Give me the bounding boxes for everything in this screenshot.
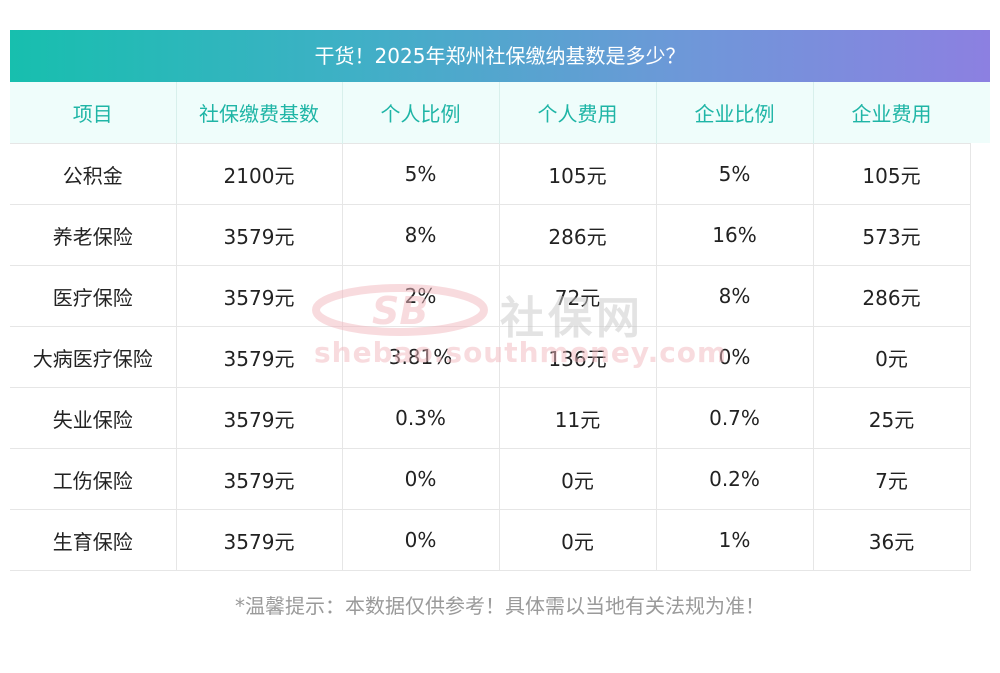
table-title: 干货！2025年郑州社保缴纳基数是多少？: [10, 30, 990, 82]
cell-item: 公积金: [10, 143, 177, 205]
header-base: 社保缴费基数: [176, 82, 343, 144]
cell-company-cost: 573元: [813, 204, 971, 266]
cell-company-cost: 7元: [813, 448, 971, 510]
table-card: 干货！2025年郑州社保缴纳基数是多少？ 项目 社保缴费基数 个人比例 个人费用…: [10, 30, 990, 571]
cell-base: 3579元: [176, 326, 343, 388]
header-row-extension: [970, 82, 990, 143]
cell-base: 3579元: [176, 204, 343, 266]
cell-personal-cost: 136元: [499, 326, 657, 388]
cell-company-rate: 0.2%: [656, 448, 814, 510]
cell-item: 失业保险: [10, 387, 177, 449]
cell-personal-cost: 0元: [499, 509, 657, 571]
cell-personal-rate: 8%: [342, 204, 500, 266]
cell-personal-rate: 2%: [342, 265, 500, 327]
cell-company-rate: 8%: [656, 265, 814, 327]
cell-item: 大病医疗保险: [10, 326, 177, 388]
cell-company-cost: 0元: [813, 326, 971, 388]
cell-company-rate: 16%: [656, 204, 814, 266]
cell-personal-rate: 0%: [342, 509, 500, 571]
cell-personal-rate: 3.81%: [342, 326, 500, 388]
header-item: 项目: [10, 82, 177, 144]
cell-personal-cost: 286元: [499, 204, 657, 266]
disclaimer-note: *温馨提示：本数据仅供参考！具体需以当地有关法规为准！: [235, 594, 765, 618]
cell-company-rate: 0%: [656, 326, 814, 388]
table-row: 大病医疗保险 3579元 3.81% 136元 0% 0元: [10, 326, 971, 388]
table-row: 养老保险 3579元 8% 286元 16% 573元: [10, 204, 971, 266]
cell-company-cost: 286元: [813, 265, 971, 327]
header-personal-rate: 个人比例: [342, 82, 500, 144]
cell-personal-rate: 0.3%: [342, 387, 500, 449]
table-row: 生育保险 3579元 0% 0元 1% 36元: [10, 509, 971, 571]
header-company-cost: 企业费用: [813, 82, 971, 144]
cell-company-rate: 0.7%: [656, 387, 814, 449]
cell-base: 3579元: [176, 509, 343, 571]
table-header-row: 项目 社保缴费基数 个人比例 个人费用 企业比例 企业费用: [10, 82, 971, 144]
table-row: 医疗保险 3579元 2% 72元 8% 286元: [10, 265, 971, 327]
cell-item: 工伤保险: [10, 448, 177, 510]
header-personal-cost: 个人费用: [499, 82, 657, 144]
cell-item: 生育保险: [10, 509, 177, 571]
cell-base: 3579元: [176, 448, 343, 510]
header-company-rate: 企业比例: [656, 82, 814, 144]
cell-personal-cost: 11元: [499, 387, 657, 449]
cell-personal-rate: 5%: [342, 143, 500, 205]
cell-base: 3579元: [176, 265, 343, 327]
table-row: 失业保险 3579元 0.3% 11元 0.7% 25元: [10, 387, 971, 449]
cell-personal-cost: 105元: [499, 143, 657, 205]
cell-personal-cost: 72元: [499, 265, 657, 327]
cell-item: 医疗保险: [10, 265, 177, 327]
table-row: 公积金 2100元 5% 105元 5% 105元: [10, 143, 971, 205]
cell-base: 2100元: [176, 143, 343, 205]
cell-company-rate: 5%: [656, 143, 814, 205]
cell-company-rate: 1%: [656, 509, 814, 571]
contribution-table: 项目 社保缴费基数 个人比例 个人费用 企业比例 企业费用 公积金 2100元 …: [10, 82, 971, 571]
cell-personal-rate: 0%: [342, 448, 500, 510]
cell-base: 3579元: [176, 387, 343, 449]
cell-personal-cost: 0元: [499, 448, 657, 510]
cell-item: 养老保险: [10, 204, 177, 266]
cell-company-cost: 36元: [813, 509, 971, 571]
table-row: 工伤保险 3579元 0% 0元 0.2% 7元: [10, 448, 971, 510]
cell-company-cost: 105元: [813, 143, 971, 205]
cell-company-cost: 25元: [813, 387, 971, 449]
